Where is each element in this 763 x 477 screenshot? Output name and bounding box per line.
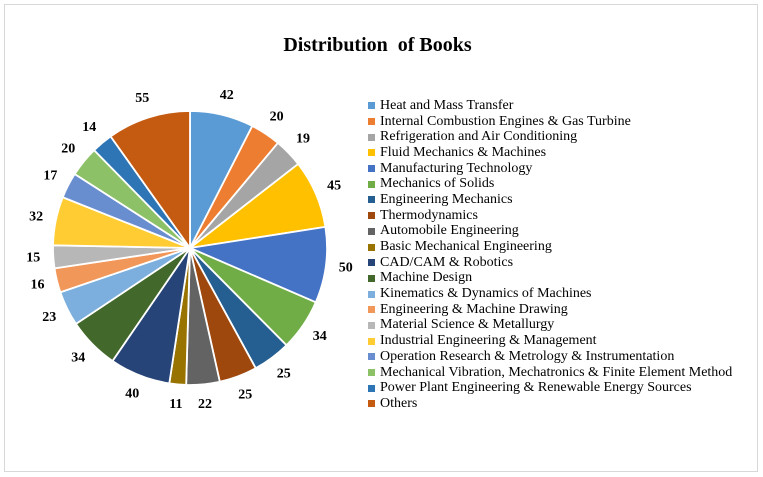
- legend-swatch: [368, 337, 375, 345]
- legend-swatch: [368, 384, 375, 392]
- legend: Heat and Mass Transfer Internal Combustio…: [368, 98, 732, 412]
- legend-item: Machine Design: [368, 271, 732, 287]
- legend-item: Operation Research & Metrology & Instrum…: [368, 349, 732, 365]
- legend-item: Mechanical Vibration, Mechatronics & Fin…: [368, 365, 732, 381]
- legend-label: Engineering & Machine Drawing: [380, 301, 568, 317]
- legend-item: Material Science & Metallurgy: [368, 318, 732, 334]
- slice-value-label: 50: [339, 260, 353, 275]
- legend-swatch: [368, 165, 375, 173]
- legend-item: Fluid Mechanics & Machines: [368, 145, 732, 161]
- legend-label: Kinematics & Dynamics of Machines: [380, 286, 592, 302]
- legend-label: Machine Design: [380, 270, 473, 286]
- pie-slice: [109, 110, 191, 249]
- legend-label: Operation Research & Metrology & Instrum…: [380, 348, 675, 364]
- slice-value-label: 19: [296, 132, 310, 147]
- slice-value-label: 34: [313, 329, 327, 344]
- slice-value-label: 16: [31, 278, 45, 293]
- legend-label: Heat and Mass Transfer: [380, 97, 514, 113]
- legend-label: Engineering Mechanics: [380, 191, 513, 207]
- legend-label: CAD/CAM & Robotics: [380, 254, 514, 270]
- slice-value-label: 42: [220, 88, 234, 103]
- legend-item: Power Plant Engineering & Renewable Ener…: [368, 380, 732, 396]
- slice-value-label: 32: [29, 209, 43, 224]
- slice-value-label: 55: [135, 91, 149, 106]
- legend-label: Mechanical Vibration, Mechatronics & Fin…: [380, 364, 733, 380]
- legend-label: Basic Mechanical Engineering: [380, 239, 552, 255]
- legend-swatch: [368, 227, 375, 235]
- legend-swatch: [368, 259, 375, 267]
- slice-value-label: 22: [198, 397, 212, 412]
- legend-label: Internal Combustion Engines & Gas Turbin…: [380, 113, 631, 129]
- legend-label: Power Plant Engineering & Renewable Ener…: [380, 380, 692, 396]
- legend-swatch: [368, 212, 375, 220]
- slice-value-label: 20: [270, 110, 284, 125]
- legend-swatch: [368, 274, 375, 282]
- legend-swatch: [368, 369, 375, 377]
- legend-label: Fluid Mechanics & Machines: [380, 144, 547, 160]
- legend-item: Thermodynamics: [368, 208, 732, 224]
- legend-item: Engineering Mechanics: [368, 192, 732, 208]
- legend-label: Thermodynamics: [380, 207, 478, 223]
- legend-swatch: [368, 133, 375, 141]
- slice-value-label: 23: [42, 310, 56, 325]
- legend-item: CAD/CAM & Robotics: [368, 255, 732, 271]
- slice-value-label: 15: [26, 251, 40, 266]
- slice-value-label: 17: [43, 169, 57, 184]
- legend-item: Heat and Mass Transfer: [368, 98, 732, 114]
- legend-item: Manufacturing Technology: [368, 161, 732, 177]
- legend-item: Industrial Engineering & Management: [368, 333, 732, 349]
- legend-swatch: [368, 149, 375, 157]
- legend-label: Material Science & Metallurgy: [380, 317, 555, 333]
- legend-item: Refrigeration and Air Conditioning: [368, 129, 732, 145]
- slice-value-label: 45: [327, 178, 341, 193]
- slice-value-label: 20: [61, 141, 75, 156]
- legend-item: Mechanics of Solids: [368, 176, 732, 192]
- pie-chart: 42 20 19 45 50 34 25 25 22 11 40 34 23 16 15 32 17 20 14 55: [26, 88, 353, 412]
- legend-label: Manufacturing Technology: [380, 160, 533, 176]
- legend-swatch: [368, 321, 375, 329]
- slice-value-label: 25: [238, 388, 252, 403]
- legend-item: Kinematics & Dynamics of Machines: [368, 286, 732, 302]
- legend-label: Industrial Engineering & Management: [380, 333, 597, 349]
- legend-label: Mechanics of Solids: [380, 176, 495, 192]
- legend-item: Engineering & Machine Drawing: [368, 302, 732, 318]
- legend-swatch: [368, 243, 375, 251]
- legend-item: Others: [368, 396, 732, 412]
- legend-swatch: [368, 306, 375, 314]
- legend-swatch: [368, 180, 375, 188]
- legend-label: Others: [380, 395, 418, 411]
- slice-value-label: 25: [277, 366, 291, 381]
- slice-value-label: 40: [125, 387, 139, 402]
- legend-label: Refrigeration and Air Conditioning: [380, 129, 578, 145]
- chart-title: Distribution of Books: [283, 34, 472, 56]
- legend-swatch: [368, 353, 375, 361]
- slice-value-label: 34: [71, 351, 85, 366]
- legend-swatch: [368, 290, 375, 298]
- legend-item: Automobile Engineering: [368, 224, 732, 240]
- legend-swatch: [368, 400, 375, 408]
- legend-swatch: [368, 102, 375, 110]
- legend-swatch: [368, 118, 375, 126]
- legend-item: Basic Mechanical Engineering: [368, 239, 732, 255]
- slice-value-label: 11: [169, 397, 182, 412]
- legend-swatch: [368, 196, 375, 204]
- slice-value-label: 14: [82, 120, 96, 135]
- legend-item: Internal Combustion Engines & Gas Turbin…: [368, 114, 732, 130]
- legend-label: Automobile Engineering: [380, 223, 519, 239]
